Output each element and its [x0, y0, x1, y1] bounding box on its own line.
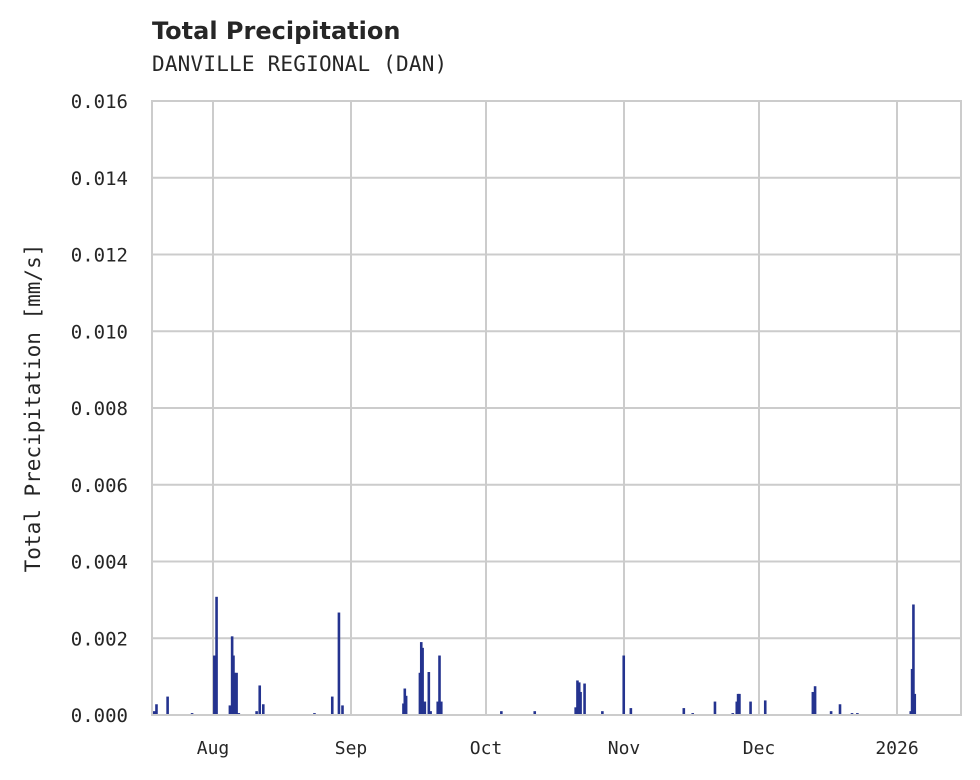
precip-bar	[423, 701, 427, 715]
precip-bar	[436, 701, 440, 715]
y-axis-ticks: 0.000 0.002 0.004 0.006 0.008 0.010 0.012 0.014…	[71, 91, 128, 727]
precip-bar	[402, 703, 405, 715]
precip-bar	[404, 695, 408, 715]
precip-bar	[232, 655, 235, 715]
x-tick-label: 2026	[875, 738, 918, 759]
precip-bar	[235, 672, 238, 715]
y-tick-label: 0.010	[71, 321, 128, 343]
x-tick-label: Sep	[335, 738, 368, 759]
precip-bar	[583, 683, 586, 715]
precip-bar	[533, 711, 537, 715]
y-tick-label: 0.006	[71, 475, 128, 497]
y-tick-label: 0.014	[71, 168, 128, 190]
precip-bar	[228, 705, 232, 715]
chart-title: Total Precipitation	[152, 17, 401, 45]
precipitation-bars	[152, 596, 917, 715]
x-axis-ticks: Aug Sep Oct Nov Dec 2026	[197, 738, 919, 759]
precip-bar	[255, 711, 258, 715]
precip-bar	[500, 711, 503, 715]
precip-bar	[713, 701, 717, 715]
precip-bar	[622, 655, 626, 715]
precip-bar	[574, 707, 577, 715]
precip-bar	[330, 696, 334, 715]
precip-bar	[601, 711, 604, 715]
precip-bar	[736, 693, 740, 715]
y-axis-label: Total Precipitation [mm/s]	[21, 244, 45, 573]
plot-frame	[151, 100, 962, 716]
precip-bar	[438, 655, 441, 715]
precip-bar	[910, 668, 914, 715]
precip-bar	[629, 708, 633, 715]
precip-bar	[829, 711, 833, 715]
precip-bar	[735, 701, 739, 715]
precip-bar	[152, 711, 156, 715]
precip-bar	[682, 708, 686, 715]
precip-bar	[418, 672, 422, 715]
precip-bar	[403, 688, 407, 715]
chart-subtitle: DANVILLE REGIONAL (DAN)	[152, 52, 448, 76]
precip-bar	[233, 672, 237, 715]
precip-bar	[579, 691, 582, 715]
precip-bar	[811, 691, 815, 715]
precip-bar	[427, 672, 431, 715]
precip-bar	[429, 711, 432, 715]
y-tick-label: 0.012	[71, 245, 128, 267]
precip-bar	[439, 701, 443, 715]
x-tick-label: Dec	[743, 738, 776, 759]
precip-bar	[912, 604, 915, 715]
precip-bar	[813, 686, 817, 715]
precip-bar	[215, 596, 218, 715]
y-tick-label: 0.002	[71, 628, 128, 650]
precip-bar	[576, 680, 579, 715]
precip-bar	[421, 647, 424, 715]
precip-bar	[166, 696, 169, 715]
precip-bar	[341, 705, 344, 715]
precip-bar	[738, 693, 741, 715]
grid-lines	[152, 101, 961, 715]
precip-bar	[230, 636, 234, 715]
y-tick-label: 0.004	[71, 552, 128, 574]
precip-bar	[838, 704, 842, 715]
y-tick-label: 0.008	[71, 398, 128, 420]
precip-bar	[749, 701, 752, 715]
x-tick-label: Aug	[197, 738, 230, 759]
precip-bar	[155, 704, 158, 715]
y-tick-label: 0.016	[71, 91, 128, 113]
precip-bar	[419, 642, 423, 715]
x-tick-label: Nov	[608, 738, 641, 759]
precip-bar	[261, 704, 265, 715]
precip-bar	[258, 685, 262, 715]
precip-bar	[913, 693, 917, 715]
y-tick-label: 0.000	[71, 705, 128, 727]
precip-bar	[337, 612, 341, 715]
precip-bar	[213, 655, 216, 715]
precip-bar	[577, 682, 581, 715]
precip-bar	[909, 711, 913, 715]
x-tick-label: Oct	[470, 738, 503, 759]
precip-bar	[763, 700, 767, 715]
